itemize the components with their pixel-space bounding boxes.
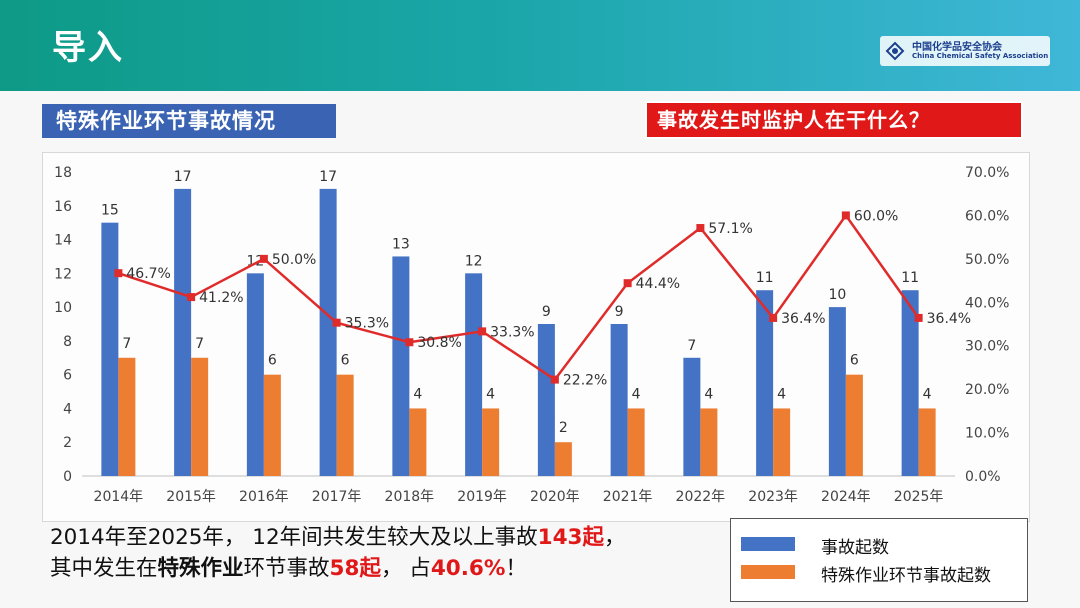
summary-line2-punct: ！ [505, 556, 527, 581]
legend-swatch-orange [741, 565, 795, 579]
logo-name-cn: 中国化学品安全协会 [912, 42, 1002, 53]
special-work-term: 特殊作业 [157, 556, 244, 581]
legend-swatch-blue [741, 537, 795, 551]
chart-legend: 事故起数 特殊作业环节事故起数 [730, 518, 1028, 602]
summary-text: 2014年至2025年， 12年间共发生较大及以上事故143起， 其中发生在特殊… [50, 522, 730, 584]
summary-line-1: 2014年至2025年， 12年间共发生较大及以上事故143起， [50, 522, 730, 553]
association-logo: 中国化学品安全协会 China Chemical Safety Associat… [880, 36, 1050, 66]
page-title: 导入 [52, 28, 124, 68]
summary-line1-text: 2014年至2025年， 12年间共发生较大及以上事故 [50, 525, 538, 550]
summary-line2-text: 其中发生在 [50, 556, 158, 581]
logo-name-en: China Chemical Safety Association [912, 52, 1049, 60]
summary-line1-punct: ， [604, 525, 626, 550]
logo-icon [885, 41, 905, 61]
section-label: 特殊作业环节事故情况 [42, 104, 336, 138]
summary-line2-text-b: 环节事故 [243, 556, 330, 581]
question-label: 事故发生时监护人在干什么？ [645, 101, 1023, 139]
special-accidents: 58起 [329, 556, 381, 581]
special-share: 40.6% [430, 556, 506, 581]
legend-label-total: 事故起数 [821, 538, 889, 558]
summary-line-2: 其中发生在特殊作业环节事故58起， 占40.6%！ [50, 553, 730, 584]
chart-frame [42, 152, 1030, 522]
summary-line2-text-c: ， 占 [380, 556, 431, 581]
total-accidents: 143起 [537, 525, 605, 550]
legend-label-special: 特殊作业环节事故起数 [821, 566, 991, 586]
header-bar: 导入 中国化学品安全协会 China Chemical Safety Assoc… [0, 0, 1080, 91]
